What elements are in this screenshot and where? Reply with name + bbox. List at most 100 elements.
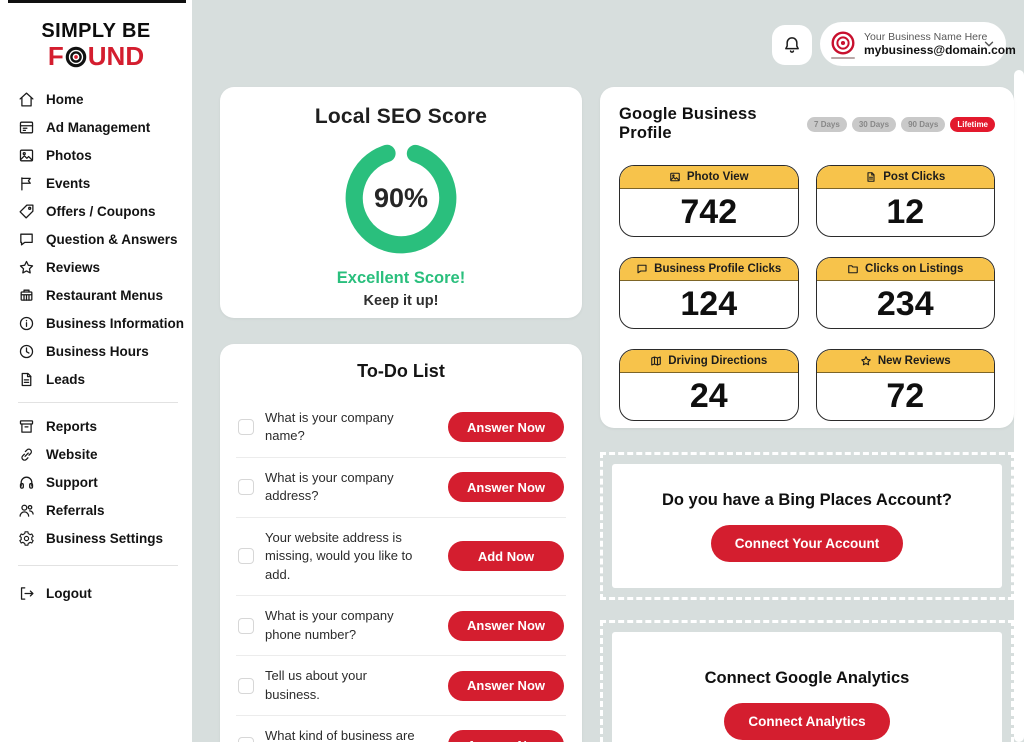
map-icon (651, 356, 662, 366)
todo-checkbox[interactable] (238, 419, 254, 436)
notifications-button[interactable] (772, 25, 812, 65)
todo-question: What is your company phone number? (265, 608, 394, 642)
todo-item: What is your company name? Answer Now (236, 398, 566, 458)
todo-checkbox[interactable] (238, 677, 254, 694)
business-name: Your Business Name Here (864, 31, 988, 43)
sidebar-item-offers-coupons[interactable]: Offers / Coupons (18, 197, 192, 225)
answer-now-button[interactable]: Answer Now (448, 670, 564, 701)
brand-logo-line1: SIMPLY BE (41, 20, 151, 42)
stat-tile-driving-directions: Driving Directions 24 (619, 349, 799, 421)
sidebar-item-reviews[interactable]: Reviews (18, 253, 192, 281)
account-menu[interactable]: Your Business Name Here mybusiness@domai… (820, 22, 1016, 66)
filter-lifetime[interactable]: Lifetime (950, 116, 995, 132)
sidebar-item-label: Offers / Coupons (46, 203, 156, 219)
todo-question: What is your company address? (265, 469, 394, 504)
sidebar-item-label: Ad Management (46, 119, 151, 135)
time-filter-group: 7 Days 30 Days 90 Days Lifetime (807, 116, 995, 132)
sidebar-item-business-settings[interactable]: Business Settings (18, 524, 192, 552)
divider (18, 402, 178, 404)
sidebar-item-question-answers[interactable]: Question & Answers (18, 225, 192, 253)
sidebar-item-referrals[interactable]: Referrals (18, 496, 192, 524)
sidebar-item-label: Website (46, 446, 98, 462)
connect-bing-account-button[interactable]: Connect Your Account (710, 524, 904, 562)
sidebar-item-label: Home (46, 91, 84, 107)
tag-icon (18, 203, 35, 220)
local-seo-score-card: Local SEO Score 90% Excellent Score! Kee… (220, 87, 582, 318)
seo-score-submessage: Keep it up! (363, 293, 439, 309)
sidebar-item-label: Business Hours (46, 343, 149, 359)
archive-icon (18, 418, 35, 435)
todo-checkbox[interactable] (238, 548, 254, 565)
info-icon (18, 315, 35, 332)
todo-item: Tell us about your business. Answer Now (236, 656, 566, 716)
bell-icon (785, 37, 799, 53)
add-now-button[interactable]: Add Now (448, 541, 564, 572)
sidebar-item-reports[interactable]: Reports (18, 412, 192, 440)
sidebar-item-website[interactable]: Website (18, 440, 192, 468)
sidebar-item-events[interactable]: Events (18, 169, 192, 197)
todo-item: Your website address is missing, would y… (236, 518, 566, 597)
stat-label: New Reviews (877, 355, 951, 367)
todo-question: Tell us about your business. (265, 668, 367, 702)
stat-label: Clicks on Listings (865, 263, 964, 275)
todo-checkbox[interactable] (238, 617, 254, 634)
gbp-stats-grid: Photo View 742 Post Clicks 12 Business P… (619, 165, 995, 421)
link-icon (18, 446, 35, 463)
sidebar-item-home[interactable]: Home (18, 85, 192, 113)
business-email: mybusiness@domain.com (864, 43, 1016, 57)
seo-card-title: Local SEO Score (314, 105, 488, 128)
menu-grill-icon (18, 287, 35, 304)
home-icon (18, 91, 35, 108)
answer-now-button[interactable]: Answer Now (448, 412, 564, 443)
gear-icon (18, 530, 35, 547)
sidebar-item-label: Reports (46, 418, 98, 434)
sidebar-item-label: Logout (46, 585, 92, 601)
sidebar-item-ad-management[interactable]: Ad Management (18, 113, 192, 141)
connect-analytics-button[interactable]: Connect Analytics (724, 702, 890, 740)
logout-icon (18, 585, 35, 602)
answer-now-button[interactable]: Answer Now (448, 730, 564, 742)
document-icon (18, 371, 35, 388)
sidebar-item-leads[interactable]: Leads (18, 365, 192, 393)
sidebar-item-label: Leads (46, 371, 86, 387)
sidebar-item-support[interactable]: Support (18, 468, 192, 496)
brand-logo-line2: F UND (0, 41, 192, 71)
flag-icon (18, 175, 35, 192)
stat-tile-clicks-on-listings: Clicks on Listings 234 (815, 257, 995, 329)
scrollbar-track[interactable] (1014, 70, 1024, 742)
window-top-border (8, 0, 186, 3)
stat-tile-photo-view: Photo View 742 (619, 165, 799, 237)
todo-item: What kind of business are you? Answer No… (236, 716, 566, 742)
sidebar-item-label: Support (46, 474, 98, 490)
stat-value: 234 (876, 285, 934, 323)
google-business-profile-card: Google Business Profile 7 Days 30 Days 9… (600, 87, 1014, 428)
sidebar-item-logout[interactable]: Logout (18, 579, 192, 607)
stat-label: Photo View (686, 171, 749, 183)
chat-icon (637, 264, 647, 274)
sidebar-item-restaurant-menus[interactable]: Restaurant Menus (18, 281, 192, 309)
sidebar-item-business-hours[interactable]: Business Hours (18, 337, 192, 365)
todo-checkbox[interactable] (238, 737, 254, 742)
headphones-icon (18, 474, 35, 491)
brand-logo-f: F (47, 41, 64, 71)
photos-icon (18, 147, 35, 164)
filter-7-days[interactable]: 7 Days (807, 116, 847, 132)
sidebar-item-business-information[interactable]: Business Information (18, 309, 192, 337)
todo-item: What is your company address? Answer Now (236, 458, 566, 518)
star-icon (861, 356, 871, 366)
answer-now-button[interactable]: Answer Now (448, 610, 564, 641)
sidebar-item-photos[interactable]: Photos (18, 141, 192, 169)
filter-90-days[interactable]: 90 Days (901, 116, 946, 132)
filter-30-days[interactable]: 30 Days (851, 116, 897, 132)
post-icon (867, 172, 875, 182)
stat-value: 742 (680, 193, 738, 231)
todo-list: What is your company name? Answer Now Wh… (236, 398, 566, 742)
clock-icon (18, 343, 35, 360)
todo-checkbox[interactable] (238, 479, 254, 496)
photo-icon (670, 172, 680, 182)
bing-places-card: Do you have a Bing Places Account? Conne… (600, 452, 1014, 600)
stat-value: 124 (680, 285, 738, 323)
answer-now-button[interactable]: Answer Now (448, 472, 564, 503)
sidebar-item-label: Business Settings (46, 530, 164, 546)
todo-question: What is your company name? (265, 410, 394, 444)
